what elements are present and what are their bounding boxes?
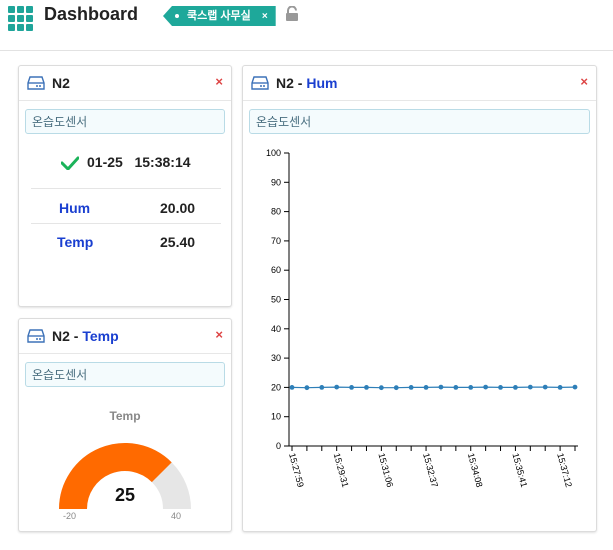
y-tick-label: 60 xyxy=(271,265,281,275)
gauge-min-label: -20 xyxy=(63,511,77,521)
hum-panel-header: N2 - Hum × xyxy=(243,66,596,101)
sensor-name-field: 온습도센서 xyxy=(249,109,590,134)
header-divider xyxy=(0,50,613,51)
sensor-name-field: 온습도센서 xyxy=(25,109,225,134)
y-tick-label: 80 xyxy=(271,207,281,217)
humidity-line-chart: 0 10 20 30 40 50 60 70 80 90 100 15:27:59 15:29:31 15… xyxy=(266,148,578,488)
status-time: 15:38:14 xyxy=(134,154,191,170)
gauge-fill xyxy=(59,443,172,510)
hum-panel: N2 - Hum × 온습도센서 0 10 20 30 40 50 60 70 80 90 100 1… xyxy=(242,65,597,532)
device-icon xyxy=(27,76,45,90)
data-point xyxy=(319,385,325,390)
data-point xyxy=(557,385,563,390)
data-point xyxy=(527,384,533,390)
data-point xyxy=(378,385,384,391)
y-tick-label: 70 xyxy=(271,236,281,246)
data-point xyxy=(304,385,310,391)
gauge-title: Temp xyxy=(109,409,141,423)
status-date: 01-25 xyxy=(87,154,123,170)
gauge-max-label: 40 xyxy=(171,511,182,521)
close-icon[interactable]: × xyxy=(215,74,223,89)
temp-panel-header: N2 - Temp × xyxy=(19,319,231,354)
close-icon[interactable]: × xyxy=(215,327,223,342)
y-tick-label: 30 xyxy=(271,353,281,363)
y-tick-label: 40 xyxy=(271,324,281,334)
y-tick-label: 90 xyxy=(271,177,281,187)
x-tick-label: 15:32:37 xyxy=(421,452,440,488)
temp-panel-title: N2 - Temp xyxy=(52,328,119,344)
data-point xyxy=(542,384,548,390)
temp-gauge xyxy=(59,443,191,510)
gauge-value: 25 xyxy=(114,485,136,505)
check-icon xyxy=(61,156,79,171)
data-point xyxy=(513,385,518,390)
status-timestamp: 01-25 15:38:14 xyxy=(61,154,191,171)
y-tick-label: 20 xyxy=(271,382,281,392)
data-point xyxy=(468,385,474,390)
unlock-icon[interactable] xyxy=(285,6,299,22)
data-point xyxy=(453,385,459,390)
hum-label: Hum xyxy=(59,200,91,216)
data-point xyxy=(423,385,429,390)
hum-panel-title: N2 - Hum xyxy=(276,75,338,91)
tag-dot xyxy=(175,14,179,18)
data-point xyxy=(408,385,414,390)
x-tick-label: 15:29:31 xyxy=(332,452,351,488)
data-point xyxy=(438,384,444,390)
data-point xyxy=(334,384,340,390)
temp-panel: N2 - Temp × 온습도센서 Temp 25 -20 40 xyxy=(18,318,232,532)
data-point xyxy=(498,385,503,390)
device-panel-title: N2 xyxy=(52,75,70,91)
grid-menu-icon[interactable] xyxy=(8,6,34,32)
x-tick-label: 15:31:06 xyxy=(376,452,395,488)
device-icon xyxy=(27,329,45,343)
data-point xyxy=(483,384,489,390)
temp-value: 25.40 xyxy=(160,234,196,250)
y-tick-label: 10 xyxy=(271,412,281,422)
close-icon[interactable]: × xyxy=(580,74,588,89)
sensor-name-field: 온습도센서 xyxy=(25,362,225,387)
table-divider xyxy=(31,188,221,189)
x-tick-label: 15:37:12 xyxy=(555,452,574,488)
y-tick-label: 50 xyxy=(271,295,281,305)
temp-label: Temp xyxy=(57,234,94,250)
x-tick-label: 15:35:41 xyxy=(510,452,529,488)
hum-series-line xyxy=(291,386,576,389)
tag-close-icon[interactable]: × xyxy=(261,11,268,22)
device-icon xyxy=(251,76,269,90)
table-divider xyxy=(31,223,221,224)
data-point xyxy=(364,385,369,390)
data-point xyxy=(572,384,578,390)
y-tick-label: 100 xyxy=(266,148,281,158)
data-point xyxy=(393,385,399,391)
x-tick-label: 15:34:08 xyxy=(466,452,485,488)
data-point xyxy=(289,385,295,390)
location-tag-label: 쿡스랩 사무실 xyxy=(187,10,251,22)
dashboard-header: Dashboard 쿡스랩 사무실 × xyxy=(0,0,613,50)
location-tag[interactable]: 쿡스랩 사무실 × xyxy=(163,6,276,26)
hum-value: 20.00 xyxy=(160,200,196,216)
x-tick-label: 15:27:59 xyxy=(287,452,306,488)
page-title: Dashboard xyxy=(44,4,139,24)
data-point xyxy=(349,385,354,390)
device-panel: N2 × 온습도센서 01-25 15:38:14 Hum 20.00 Temp… xyxy=(18,65,232,307)
device-panel-header: N2 × xyxy=(19,66,231,101)
y-tick-label: 0 xyxy=(276,441,281,451)
